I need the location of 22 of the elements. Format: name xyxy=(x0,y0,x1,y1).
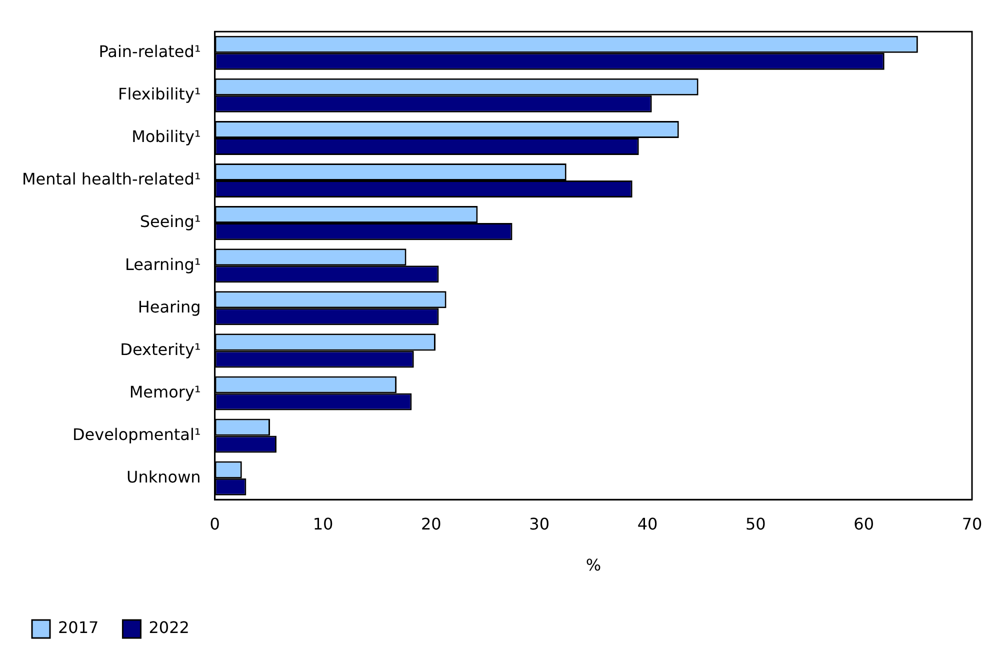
y-tick-label: Flexibility¹ xyxy=(118,84,201,104)
x-tick-label: 60 xyxy=(854,514,874,534)
y-tick-label: Mental health-related¹ xyxy=(22,170,201,189)
x-tick-label: 10 xyxy=(312,514,334,534)
y-tick-label: Hearing xyxy=(138,297,201,316)
x-tick-label: 50 xyxy=(745,514,766,534)
y-tick-label: Dexterity¹ xyxy=(120,340,201,359)
y-tick-label: Unknown xyxy=(126,467,201,486)
legend-label: 2022 xyxy=(148,618,190,638)
x-tick-label: 20 xyxy=(420,514,442,534)
y-tick-label: Seeing¹ xyxy=(140,212,201,232)
x-tick-label: 70 xyxy=(962,514,982,534)
y-tick-label: Developmental¹ xyxy=(72,424,201,444)
y-tick-label: Learning¹ xyxy=(124,254,201,274)
x-tick-label: 40 xyxy=(637,514,658,534)
y-tick-label: Memory¹ xyxy=(129,382,201,402)
legend-label: 2017 xyxy=(58,618,99,638)
y-tick-label: Mobility¹ xyxy=(132,127,201,146)
x-tick-label: 0 xyxy=(210,514,220,534)
y-tick-label: Pain-related¹ xyxy=(98,42,201,62)
x-axis-title: % xyxy=(586,556,602,575)
x-tick-label: 30 xyxy=(529,514,550,534)
